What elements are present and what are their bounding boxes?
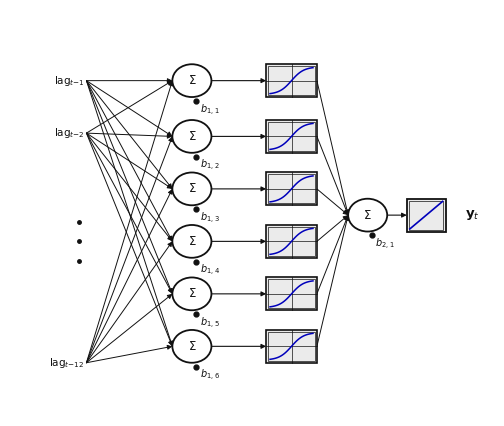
Bar [269, 227, 314, 256]
Bar [407, 199, 446, 232]
Circle shape [348, 199, 387, 232]
Bar [266, 120, 317, 153]
Bar [266, 330, 317, 363]
Text: $b_{1,1}$: $b_{1,1}$ [200, 103, 219, 118]
Text: lag$_{\mathit{t}\mathrm{-12}}$: lag$_{\mathit{t}\mathrm{-12}}$ [49, 356, 85, 370]
Text: $\Sigma$: $\Sigma$ [187, 340, 196, 353]
Circle shape [172, 120, 212, 153]
Circle shape [172, 330, 212, 363]
Circle shape [172, 225, 212, 258]
Text: $\Sigma$: $\Sigma$ [187, 130, 196, 143]
Text: $\Sigma$: $\Sigma$ [187, 235, 196, 248]
Text: $\mathbf{y}_t$: $\mathbf{y}_t$ [465, 208, 480, 222]
Bar [269, 122, 314, 151]
Bar [269, 66, 314, 95]
Bar [409, 201, 444, 230]
Bar [266, 277, 317, 310]
Bar [266, 64, 317, 97]
Text: $b_{1,4}$: $b_{1,4}$ [200, 263, 220, 279]
Text: $\Sigma$: $\Sigma$ [187, 182, 196, 196]
Bar [269, 279, 314, 308]
Text: lag$_{\mathit{t}\mathrm{-2}}$: lag$_{\mathit{t}\mathrm{-2}}$ [54, 126, 85, 140]
Bar [266, 225, 317, 258]
Text: $\Sigma$: $\Sigma$ [363, 209, 372, 222]
Text: lag$_{\mathit{t}\mathrm{-1}}$: lag$_{\mathit{t}\mathrm{-1}}$ [53, 74, 85, 88]
Text: $b_{2,1}$: $b_{2,1}$ [375, 237, 395, 252]
Text: $\Sigma$: $\Sigma$ [187, 288, 196, 300]
Circle shape [172, 173, 212, 205]
Circle shape [172, 64, 212, 97]
Text: $b_{1,2}$: $b_{1,2}$ [200, 158, 219, 173]
Text: $b_{1,5}$: $b_{1,5}$ [200, 316, 219, 331]
Bar [269, 175, 314, 203]
Text: $b_{1,3}$: $b_{1,3}$ [200, 211, 220, 226]
Bar [266, 173, 317, 205]
Bar [269, 332, 314, 361]
Text: $b_{1,6}$: $b_{1,6}$ [200, 368, 220, 383]
Text: $\Sigma$: $\Sigma$ [187, 74, 196, 87]
Circle shape [172, 277, 212, 310]
